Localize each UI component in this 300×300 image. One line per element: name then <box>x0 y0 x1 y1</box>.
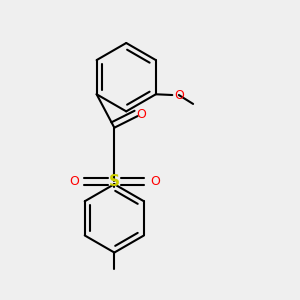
Text: O: O <box>175 88 184 101</box>
Text: O: O <box>136 108 146 121</box>
Text: S: S <box>109 174 120 189</box>
Text: O: O <box>69 175 79 188</box>
Text: O: O <box>150 175 160 188</box>
